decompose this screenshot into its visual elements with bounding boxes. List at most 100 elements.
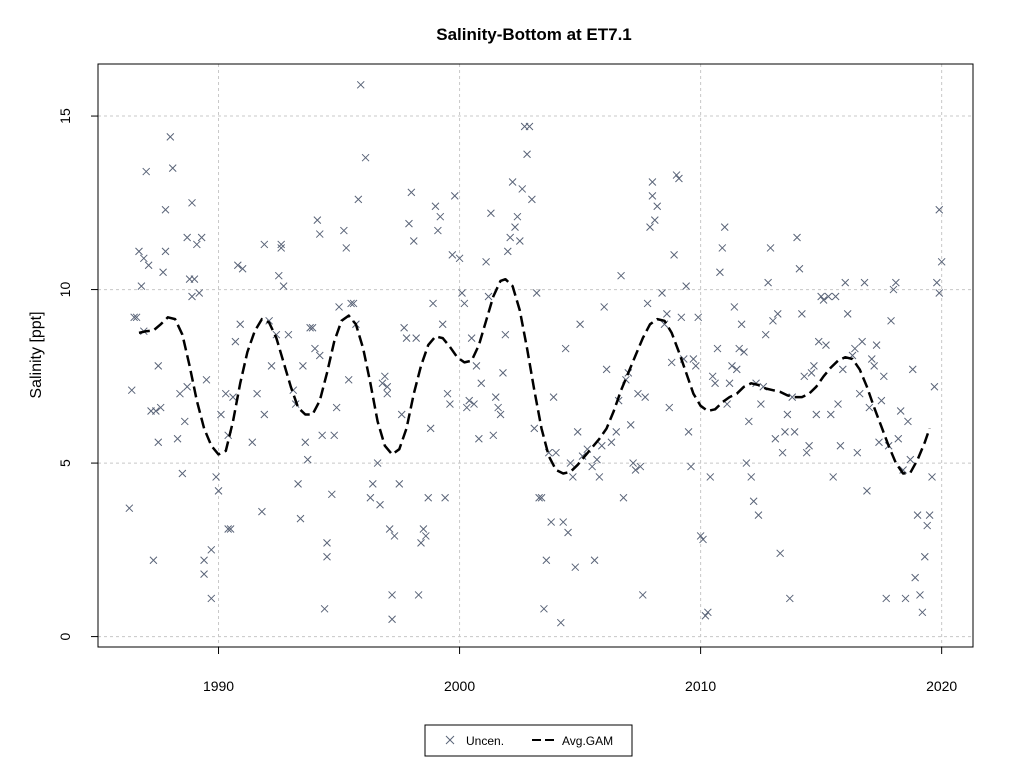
data-point	[489, 431, 498, 440]
data-point	[593, 455, 601, 464]
data-point	[778, 448, 787, 457]
data-point	[720, 223, 729, 231]
data-point	[559, 518, 568, 526]
data-point	[588, 462, 596, 471]
data-point	[383, 389, 392, 398]
data-point	[217, 410, 225, 419]
data-point	[226, 525, 235, 533]
data-point	[935, 205, 944, 214]
data-point	[532, 289, 541, 297]
data-point	[438, 320, 447, 329]
data-point	[764, 278, 772, 287]
data-point	[749, 497, 758, 506]
data-point	[156, 403, 165, 412]
data-point	[139, 254, 148, 263]
data-point	[920, 552, 929, 561]
data-point	[405, 219, 413, 228]
data-point	[303, 455, 312, 464]
data-point	[368, 480, 377, 488]
data-point	[925, 511, 934, 519]
data-point	[515, 237, 524, 245]
data-point	[330, 431, 339, 440]
data-point	[617, 271, 625, 280]
data-point	[653, 202, 662, 211]
data-point	[448, 251, 457, 259]
data-point	[308, 323, 317, 332]
data-point	[535, 493, 543, 502]
data-point	[923, 521, 932, 530]
data-point	[376, 500, 384, 509]
plot-frame	[97, 63, 974, 648]
data-point	[836, 441, 845, 450]
data-point	[417, 539, 425, 547]
data-point	[807, 368, 816, 377]
data-point	[932, 278, 941, 287]
data-point	[824, 292, 833, 301]
data-point	[458, 289, 466, 297]
data-point	[238, 264, 247, 273]
data-point	[781, 427, 789, 436]
data-point	[761, 330, 770, 339]
data-point	[315, 351, 324, 360]
data-point	[320, 604, 329, 613]
data-point	[537, 493, 546, 502]
data-point	[470, 400, 478, 408]
data-point	[426, 424, 435, 433]
data-point	[696, 532, 705, 540]
data-point	[180, 417, 189, 426]
data-point	[867, 355, 876, 363]
data-point	[200, 570, 208, 578]
data-point	[542, 556, 551, 565]
data-point	[318, 431, 327, 440]
data-point	[889, 285, 898, 294]
data-point	[773, 310, 782, 318]
data-point	[675, 174, 683, 183]
data-point	[132, 313, 141, 322]
data-point	[154, 438, 163, 447]
data-point	[190, 275, 199, 284]
data-point	[528, 195, 536, 204]
data-point	[911, 573, 920, 582]
data-point	[332, 403, 341, 412]
data-point	[699, 535, 707, 544]
data-point	[865, 403, 874, 412]
data-point	[747, 473, 756, 481]
y-tick-label: 15	[57, 108, 73, 124]
data-point	[677, 313, 686, 322]
data-point	[708, 372, 717, 381]
data-point	[402, 334, 411, 343]
data-point	[810, 362, 818, 370]
data-point	[294, 480, 302, 488]
data-point	[728, 362, 736, 370]
data-point	[455, 254, 464, 263]
data-point	[831, 292, 840, 301]
data-point	[525, 122, 534, 131]
data-point	[212, 473, 220, 481]
data-point	[530, 424, 539, 433]
data-point	[233, 261, 242, 270]
data-point	[323, 552, 331, 561]
data-point	[183, 233, 192, 242]
data-point	[838, 365, 847, 374]
data-point	[860, 278, 869, 287]
data-point	[843, 310, 852, 318]
data-point	[513, 212, 522, 221]
data-point	[434, 226, 442, 235]
data-point	[248, 438, 257, 447]
legend-box	[424, 724, 633, 757]
data-point	[388, 591, 396, 599]
data-point	[313, 216, 322, 225]
x-tick-label: 2010	[685, 678, 716, 694]
data-point	[390, 532, 399, 540]
data-point	[800, 372, 809, 381]
data-point	[634, 389, 642, 398]
data-point	[407, 188, 416, 197]
data-point	[552, 448, 560, 457]
data-point	[904, 417, 912, 426]
data-point	[236, 320, 245, 329]
data-point	[315, 230, 324, 238]
data-point	[414, 591, 423, 599]
x-tick-label: 2000	[444, 678, 475, 694]
data-point	[725, 379, 734, 388]
data-point	[906, 455, 915, 464]
